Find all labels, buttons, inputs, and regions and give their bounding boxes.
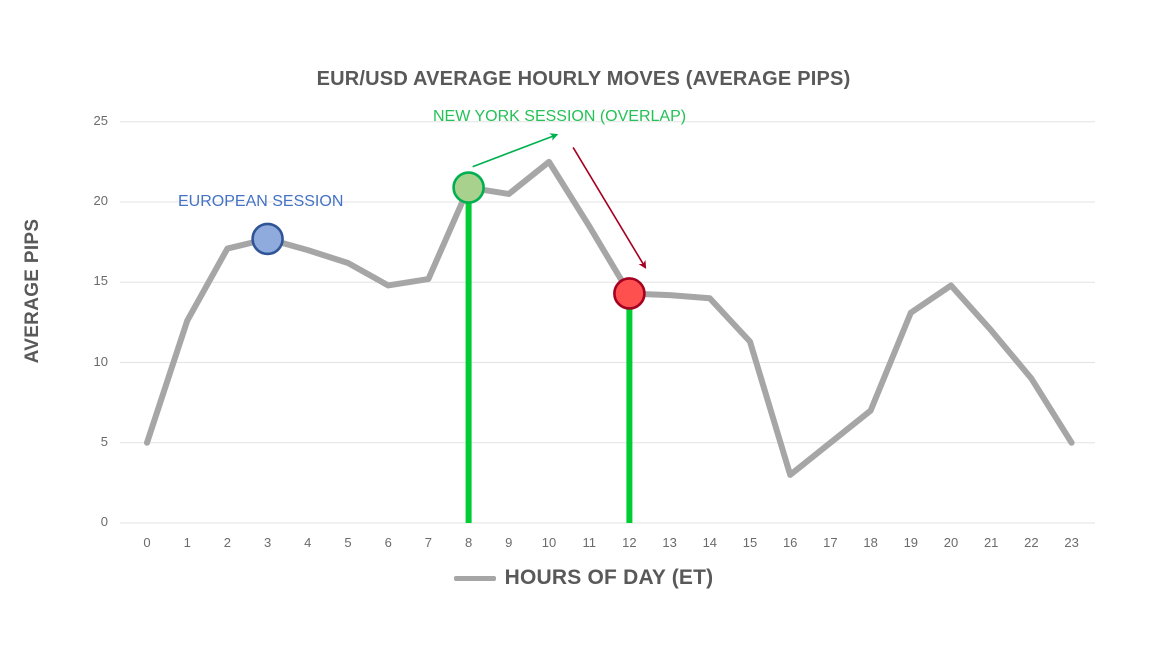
highlight-markers xyxy=(251,171,646,310)
x-tick-label: 14 xyxy=(702,535,718,550)
new-york-session-annotation: NEW YORK SESSION (OVERLAP) xyxy=(433,108,687,125)
legend-label: HOURS OF DAY (ET) xyxy=(504,566,714,589)
x-tick-label: 1 xyxy=(183,535,191,550)
y-tick-label: 15 xyxy=(93,273,108,289)
x-tick-label: 9 xyxy=(505,535,513,550)
x-tick-label: 20 xyxy=(943,535,959,550)
new-york-session-marker[interactable] xyxy=(452,171,485,204)
x-tick-label: 15 xyxy=(742,535,758,550)
x-tick-label: 12 xyxy=(622,535,637,550)
y-tick-label: 5 xyxy=(100,433,108,449)
x-tick-label: 10 xyxy=(541,535,557,550)
y-tick-label: 25 xyxy=(93,112,108,128)
x-tick-label: 23 xyxy=(1064,535,1079,550)
new-york-session-arrow xyxy=(472,133,559,168)
european-session-annotation: EUROPEAN SESSION xyxy=(178,193,344,210)
x-tick-label: 6 xyxy=(384,535,392,550)
x-tick-label: 7 xyxy=(424,535,432,550)
x-tick-label: 19 xyxy=(903,535,919,550)
x-tick-label: 11 xyxy=(582,535,596,550)
chart-legend: HOURS OF DAY (ET) xyxy=(0,566,1167,590)
gridlines xyxy=(120,121,1095,524)
decline-arrow xyxy=(572,147,647,269)
legend-line-swatch xyxy=(453,575,496,581)
session-close-marker[interactable] xyxy=(613,277,646,310)
x-tick-label: 0 xyxy=(143,535,151,550)
x-tick-label: 4 xyxy=(304,535,312,550)
x-tick-label: 17 xyxy=(823,535,838,550)
vertical-session-markers xyxy=(465,187,633,523)
data-series-line xyxy=(144,158,1075,478)
chart-title: EUR/USD AVERAGE HOURLY MOVES (AVERAGE PI… xyxy=(316,68,851,90)
data-line-group xyxy=(144,158,1075,478)
x-tick-label: 18 xyxy=(863,535,878,550)
x-tick-label: 2 xyxy=(223,535,231,550)
y-tick-label: 0 xyxy=(100,514,108,529)
x-tick-label: 5 xyxy=(344,535,352,550)
x-tick-label: 22 xyxy=(1024,535,1039,550)
annotation-arrows xyxy=(472,133,647,269)
european-session-marker[interactable] xyxy=(251,222,284,256)
x-tick-label: 8 xyxy=(464,535,473,550)
x-tick-label: 13 xyxy=(662,535,677,550)
y-tick-label: 10 xyxy=(93,353,108,369)
y-tick-label: 20 xyxy=(93,193,108,208)
x-tick-label: 3 xyxy=(263,535,272,550)
x-tick-label: 16 xyxy=(782,535,798,550)
x-tick-label: 21 xyxy=(983,535,999,550)
